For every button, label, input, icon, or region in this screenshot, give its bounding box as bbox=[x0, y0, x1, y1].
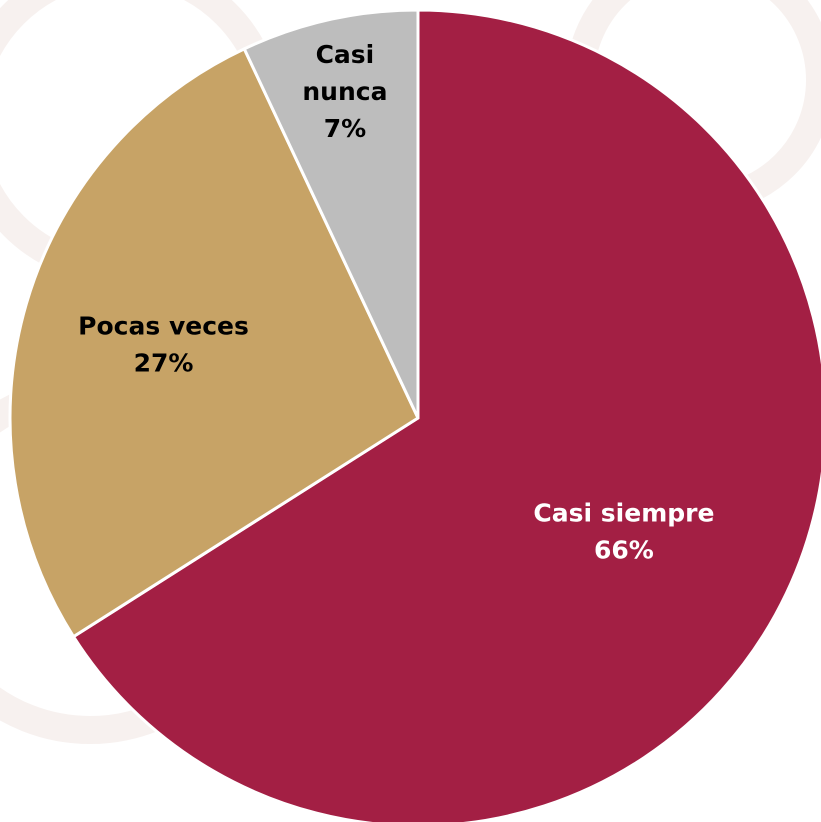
pie-labels: Casi siempre 66% Pocas veces 27% Casi nunca 7% bbox=[78, 40, 714, 565]
slice-category-label: Pocas veces bbox=[78, 312, 249, 341]
slice-category-label: Casi siempre bbox=[533, 499, 714, 528]
slice-value-label: 7% bbox=[324, 114, 366, 143]
slice-category-label: nunca bbox=[302, 77, 387, 106]
slice-category-label: Casi bbox=[316, 40, 375, 69]
slice-label-0: Casi siempre 66% bbox=[533, 499, 714, 565]
pie-slice-casi-siempre bbox=[72, 8, 821, 822]
pie-slices bbox=[8, 8, 821, 822]
slice-label-1: Pocas veces 27% bbox=[78, 312, 249, 378]
pie-slice-pocas-veces bbox=[8, 47, 420, 639]
slice-label-2: Casi nunca 7% bbox=[302, 40, 387, 143]
slice-value-label: 27% bbox=[134, 349, 194, 378]
slice-value-label: 66% bbox=[594, 536, 654, 565]
pie-slice-casi-nunca bbox=[242, 8, 420, 420]
